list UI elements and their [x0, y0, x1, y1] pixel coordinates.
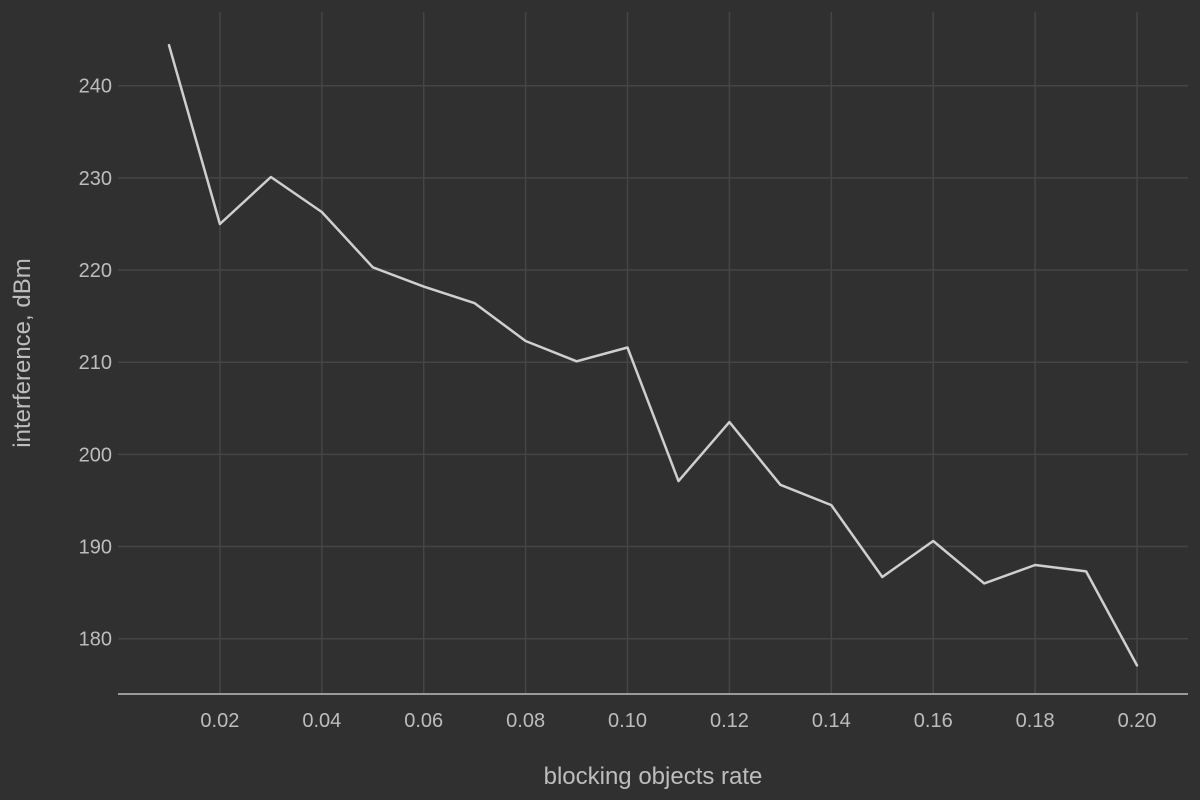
x-gridlines	[219, 12, 1138, 694]
x-tick-label: 0.08	[506, 710, 545, 732]
y-tick-label: 220	[79, 260, 112, 282]
x-tick-label: 0.14	[812, 710, 851, 732]
y-tick-label: 200	[79, 444, 112, 466]
y-tick-labels: 180 190 200 210 220 230 240	[79, 76, 112, 651]
x-tick-label: 0.10	[608, 710, 647, 732]
x-tick-label: 0.04	[302, 710, 341, 732]
x-tick-label: 0.20	[1118, 710, 1157, 732]
x-tick-label: 0.16	[914, 710, 953, 732]
y-tick-label: 190	[79, 537, 112, 559]
x-tick-label: 0.12	[710, 710, 749, 732]
y-gridlines	[118, 84, 1188, 640]
x-tick-label: 0.02	[200, 710, 239, 732]
series-points	[169, 45, 1137, 665]
y-tick-label: 180	[79, 629, 112, 651]
x-tick-label: 0.18	[1016, 710, 1055, 732]
y-tick-label: 230	[79, 168, 112, 190]
y-axis-label: interference, dBm	[9, 258, 36, 447]
x-axis-label: blocking objects rate	[544, 763, 763, 790]
y-tick-label: 240	[79, 76, 112, 98]
series-line	[167, 43, 1139, 667]
y-tick-label: 210	[79, 352, 112, 374]
x-tick-label: 0.06	[404, 710, 443, 732]
x-tick-labels: 0.02 0.04 0.06 0.08 0.10 0.12 0.14 0.16 0.18 0.20	[200, 710, 1156, 732]
